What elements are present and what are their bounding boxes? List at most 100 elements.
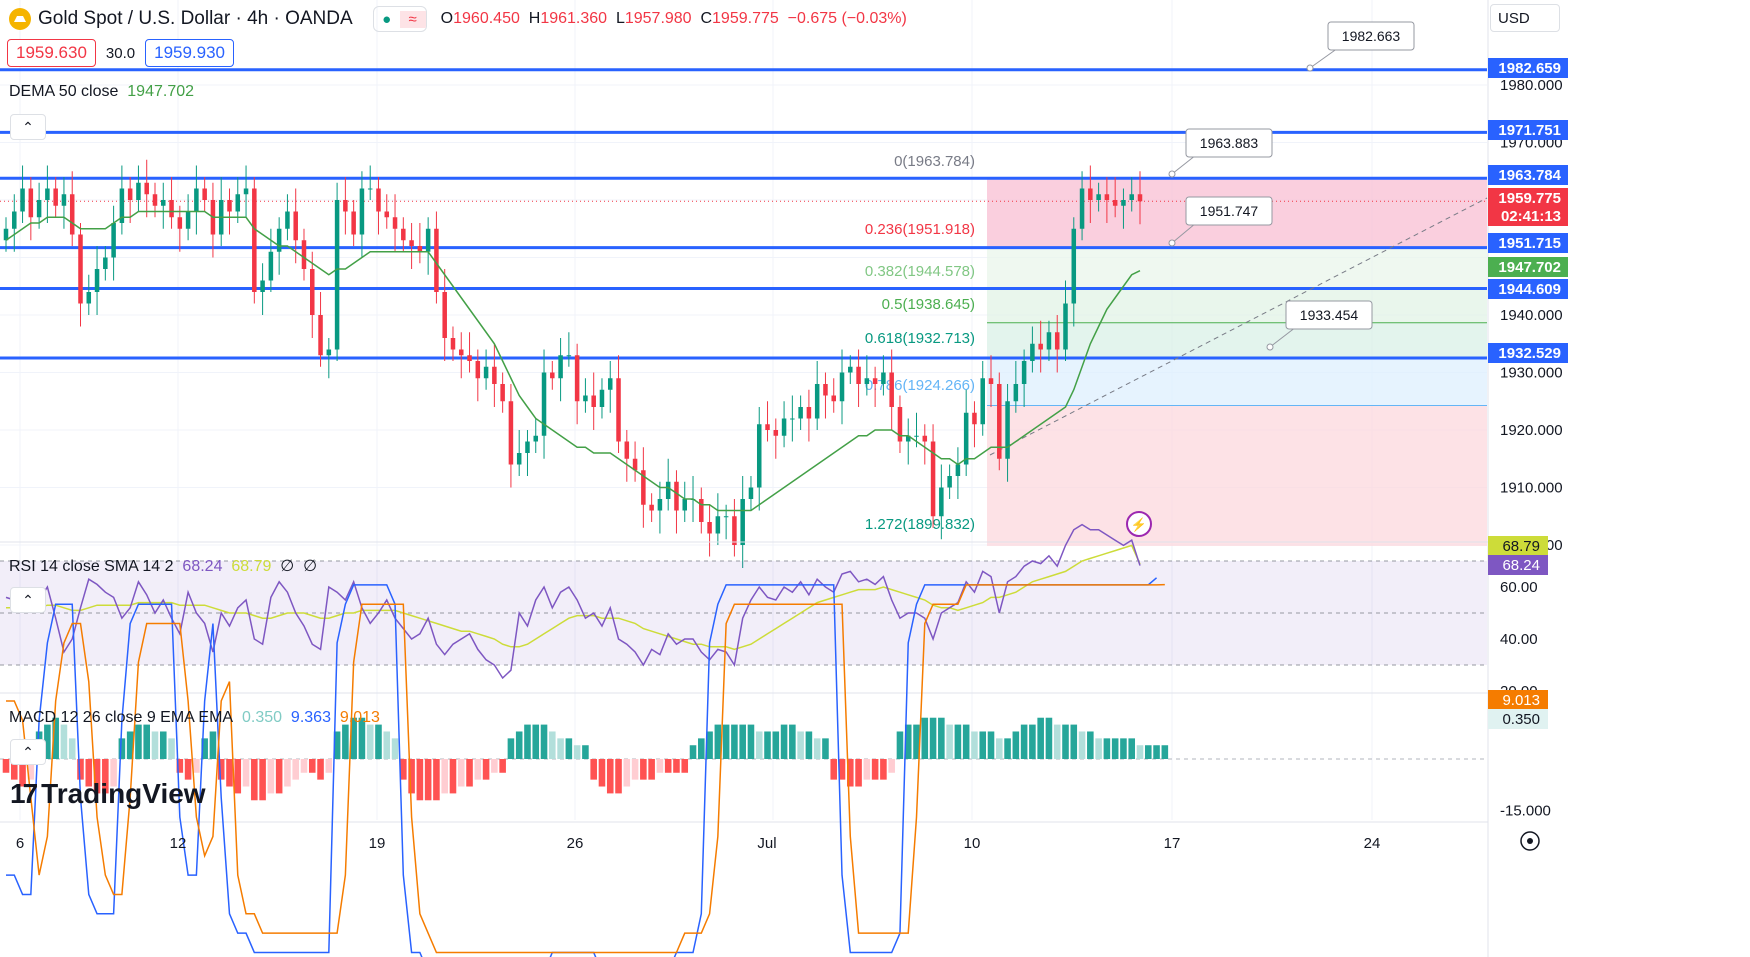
candle-body — [508, 401, 514, 465]
macd-histogram-bar — [1153, 745, 1160, 759]
macd-histogram-bar — [259, 759, 266, 801]
candle-body — [674, 481, 679, 511]
macd-histogram-bar — [168, 738, 175, 759]
dema-legend[interactable]: DEMA 50 close 1947.702 — [9, 83, 195, 100]
time-tick-label: 6 — [16, 835, 24, 852]
time-tick-label: 17 — [1164, 835, 1181, 852]
status-pill[interactable]: ● ≈ — [372, 6, 427, 32]
macd-histogram-bar — [540, 724, 548, 759]
collapse-indicators-button[interactable]: ⌃ — [10, 114, 46, 140]
price-tick-label: 1930.000 — [1500, 365, 1563, 382]
candle-body — [235, 194, 241, 212]
candle-body — [699, 499, 704, 522]
candle-body — [1046, 332, 1052, 350]
candle-body — [624, 441, 630, 459]
rsi-line — [5, 523, 1141, 680]
candle-body — [301, 240, 307, 269]
ask-button[interactable]: 1959.930 — [145, 39, 235, 67]
macd-legend[interactable]: MACD 12 26 close 9 EMA EMA 0.350 9.363 9… — [9, 709, 380, 726]
candle-body — [127, 188, 133, 200]
candle-body — [152, 194, 158, 206]
macd-hist-value: 0.350 — [241, 709, 283, 726]
candle-body — [583, 395, 588, 402]
candle-body — [144, 182, 149, 195]
price-tick-label: 1910.000 — [1500, 480, 1563, 497]
candle-body — [136, 182, 141, 200]
macd-histogram-bar — [333, 731, 341, 759]
macd-histogram-bar — [391, 738, 399, 759]
collapse-macd-button[interactable]: ⌃ — [10, 739, 46, 765]
candle-body — [1096, 194, 1101, 200]
macd-histogram-bar — [193, 759, 200, 773]
macd-histogram-bar — [284, 759, 291, 787]
price-marker-label: 1947.702 — [1498, 259, 1561, 276]
dema-value: 1947.702 — [127, 83, 195, 100]
macd-histogram-bar — [524, 724, 531, 759]
candle-body — [641, 470, 646, 505]
candle-body — [1137, 194, 1143, 202]
candle-body — [417, 246, 423, 252]
candle-body — [1112, 200, 1118, 206]
macd-histogram-bar — [441, 759, 448, 794]
macd-histogram-bar — [995, 738, 1003, 759]
macd-histogram-bar — [722, 724, 730, 759]
price-marker-label: 1971.751 — [1498, 122, 1561, 139]
rsi-sma-line — [6, 544, 1141, 651]
rsi-marker — [1488, 555, 1548, 575]
macd-histogram-bar — [433, 759, 440, 801]
price-marker-label: 1963.784 — [1498, 167, 1561, 184]
macd-histogram-bar — [85, 759, 93, 787]
candle-body — [839, 372, 845, 402]
candle-body — [922, 435, 928, 442]
rsi-marker — [1488, 536, 1548, 556]
fib-label: 0(1963.784) — [894, 153, 975, 170]
candle-body — [939, 487, 944, 517]
macd-histogram-bar — [1062, 724, 1069, 759]
candle-body — [732, 516, 737, 545]
candle-body — [790, 418, 795, 420]
rsi-sma-value: 68.79 — [231, 558, 272, 575]
candle-body — [814, 384, 820, 419]
macd-histogram-bar — [830, 759, 838, 780]
bid-button[interactable]: 1959.630 — [7, 39, 96, 67]
collapse-rsi-button[interactable]: ⌃ — [10, 587, 46, 613]
macd-histogram-bar — [143, 724, 151, 759]
macd-histogram-bar — [308, 759, 316, 773]
candle-body — [119, 188, 125, 223]
candle-body — [541, 372, 547, 436]
candle-body — [227, 200, 232, 212]
currency-selector[interactable]: USD — [1490, 4, 1560, 32]
macd-histogram-bar — [201, 738, 208, 759]
candle-body — [723, 516, 729, 518]
candle-body — [434, 228, 439, 292]
candle-body — [69, 194, 75, 235]
rsi-legend[interactable]: RSI 14 close SMA 14 2 68.24 68.79 ∅ ∅ — [9, 558, 318, 575]
candle-body — [367, 188, 373, 190]
macd-histogram-bar — [1045, 717, 1053, 759]
macd-histogram-bar — [10, 759, 18, 780]
candle-body — [161, 200, 166, 206]
macd-histogram-bar — [93, 759, 101, 794]
candle-body — [1013, 384, 1019, 402]
macd-histogram-bar — [1111, 738, 1119, 759]
symbol-title[interactable]: Gold Spot / U.S. Dollar · 4h · OANDA — [38, 8, 353, 29]
macd-histogram-bar — [110, 759, 117, 787]
candle-body — [1030, 343, 1035, 361]
candle-body — [765, 424, 770, 430]
candle-body — [28, 188, 34, 218]
candle-body — [632, 458, 638, 471]
gold-symbol-icon — [9, 8, 31, 30]
candle-body — [442, 292, 447, 338]
price-marker-label: 1951.715 — [1498, 235, 1561, 252]
macd-histogram-bar — [987, 731, 995, 759]
macd-histogram-bar — [466, 759, 473, 787]
alert-lightning-glyph: ⚡ — [1131, 517, 1147, 533]
rsi-tick-label: 60.00 — [1500, 579, 1538, 596]
price-marker — [1488, 233, 1568, 253]
macd-signal-line — [6, 583, 1165, 954]
fib-zone-1 — [987, 246, 1487, 289]
macd-histogram-bar — [706, 731, 713, 759]
macd-histogram-bar — [838, 759, 846, 780]
